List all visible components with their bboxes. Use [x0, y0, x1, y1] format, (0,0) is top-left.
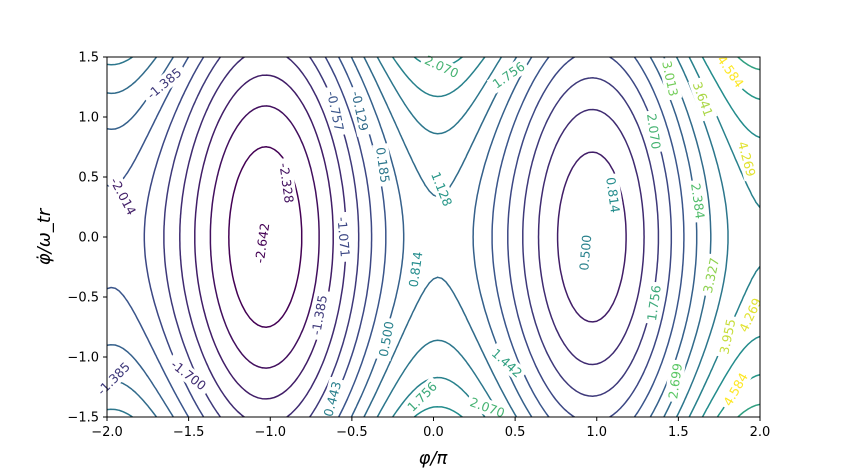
contour-label-bg — [374, 316, 398, 362]
contour-level-12 — [716, 57, 760, 417]
contour-level-8 — [107, 57, 712, 417]
contour-label-bg — [333, 211, 354, 263]
y-axis-ticks: −1.5 −1.0 −0.5 0.0 0.5 1.0 1.5 — [67, 51, 107, 426]
contour-label-bg — [734, 292, 767, 338]
x-tick-label: −1.5 — [173, 425, 205, 440]
contour-level-11 — [413, 57, 760, 417]
x-axis-label: φ/π — [419, 448, 449, 469]
contour-label: 1.756 — [644, 284, 664, 322]
x-axis-ticks: −2.0 −1.5 −1.0 −0.5 0.0 0.5 1.0 1.5 2.0 — [91, 417, 770, 440]
contour-label-bg — [404, 247, 427, 292]
contour-label: 3.327 — [700, 256, 722, 294]
x-tick-label: 0.0 — [423, 425, 444, 440]
contour-label: 2.699 — [665, 362, 685, 400]
contour-label-bg — [104, 170, 143, 222]
contour-label-bg — [602, 173, 624, 217]
contour-label-bg — [164, 353, 214, 397]
contour-label: -2.328 — [276, 162, 296, 204]
y-tick-label: −1.0 — [67, 351, 99, 366]
y-tick-label: −0.5 — [67, 291, 99, 306]
contour-label: 0.500 — [576, 234, 594, 271]
y-axis-label: φ̇/ω_tr — [34, 207, 55, 265]
contour-label: 0.814 — [406, 251, 426, 289]
y-tick-label: 0.0 — [78, 231, 99, 246]
contour-label: 0.185 — [373, 146, 393, 184]
contour-label-bg — [712, 49, 750, 94]
contour-level-3 — [179, 57, 645, 417]
contour-label-bg — [139, 61, 189, 106]
contour-label: 3.013 — [659, 60, 681, 98]
contour-label: -1.385 — [308, 294, 330, 336]
contour-labels: -1.385-2.014-2.642-2.328-1.071-0.757 -0.1… — [90, 49, 767, 423]
contour-label: 0.500 — [376, 320, 397, 358]
y-tick-label: 1.0 — [78, 111, 99, 126]
contour-label: 2.384 — [688, 182, 708, 220]
contour-level-13 — [737, 57, 760, 417]
contour-label: -1.071 — [334, 216, 352, 257]
contour-label-bg — [643, 281, 665, 325]
contour-label: -2.014 — [107, 175, 139, 218]
contour-label-bg — [688, 76, 718, 122]
contour-label: 0.814 — [603, 176, 623, 214]
x-tick-label: −0.5 — [336, 425, 368, 440]
contour-label-bg — [664, 359, 686, 403]
contour-label-bg — [347, 85, 373, 137]
x-tick-label: 1.5 — [668, 425, 689, 440]
x-tick-label: 1.0 — [586, 425, 607, 440]
contour-label-bg — [718, 367, 753, 412]
contour-label-bg — [733, 136, 761, 182]
contour-label-bg — [698, 253, 724, 298]
y-tick-label: −1.5 — [67, 411, 99, 426]
contour-label: 2.070 — [644, 113, 664, 151]
contour-label-bg — [90, 355, 137, 402]
contour-label: 1.128 — [428, 170, 455, 209]
contour-label-bg — [275, 157, 298, 209]
contour-label: 3.955 — [716, 318, 738, 356]
contour-label-bg — [401, 376, 443, 418]
contour-label: -1.700 — [168, 357, 209, 394]
x-tick-label: 2.0 — [750, 425, 771, 440]
contour-label-bg — [372, 143, 394, 187]
y-tick-label: 0.5 — [78, 171, 99, 186]
contour-label-bg — [464, 392, 510, 423]
contour-label-bg — [687, 179, 709, 223]
contour-label: -2.642 — [252, 222, 272, 264]
contour-label-bg — [319, 376, 346, 422]
contour-level-1 — [209, 105, 320, 369]
contour-level-5 — [143, 57, 673, 417]
contour-label-bg — [575, 230, 596, 275]
contour-level-2 — [194, 74, 627, 400]
contour-label-bg — [715, 314, 740, 359]
contour-label-bg — [322, 85, 349, 137]
contour-level-6 — [107, 57, 685, 417]
contour-label-bg — [419, 50, 465, 83]
x-tick-label: 0.5 — [505, 425, 526, 440]
contour-lines — [107, 57, 760, 417]
contour-label-bg — [250, 217, 274, 269]
contour-level-0 — [228, 146, 303, 328]
contour-label: 3.641 — [690, 80, 716, 119]
contour-label-bg — [643, 109, 665, 154]
contour-label-bg — [658, 56, 683, 101]
contour-label-bg — [486, 56, 531, 94]
contour-label: -1.385 — [144, 65, 185, 102]
contour-label: -1.385 — [94, 359, 133, 398]
contour-level-9 — [107, 57, 729, 417]
y-tick-label: 1.5 — [78, 51, 99, 66]
x-tick-label: −2.0 — [91, 425, 123, 440]
contour-label-bg — [307, 289, 332, 341]
contour-label-bg — [426, 166, 457, 212]
contour-label: 4.269 — [735, 140, 759, 178]
contour-label-bg — [486, 343, 528, 383]
x-tick-label: −1.0 — [254, 425, 286, 440]
